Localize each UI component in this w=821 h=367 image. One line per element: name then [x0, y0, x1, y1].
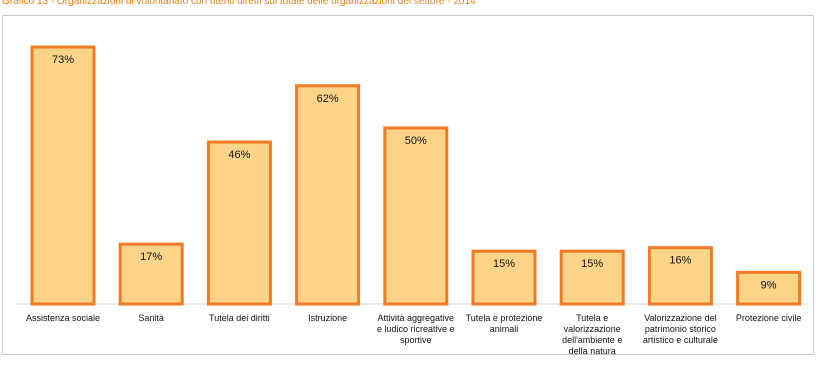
category-label: Valorizzazione del patrimonio storico arti…	[643, 313, 718, 345]
category-label-line: della natura	[569, 346, 616, 356]
category-label-line: Attività aggregative	[378, 313, 455, 323]
bar-3	[206, 140, 272, 306]
category-label-line: Assistenza sociale	[26, 313, 100, 323]
category-label-line: Valorizzazione del	[644, 313, 716, 323]
bar-2	[118, 242, 184, 306]
category-label-line: Tutela e	[576, 313, 608, 323]
category-label: Tutela dei diritti	[209, 313, 270, 323]
category-label-line: patrimonio storico	[645, 324, 716, 334]
bar-4	[295, 84, 361, 306]
category-label-line: Protezione civile	[736, 313, 802, 323]
category-label-line: artistico e culturale	[643, 335, 718, 345]
category-label-line: Sanità	[138, 313, 164, 323]
category-labels-group: Assistenza sociale Sanità Tutela dei dirit…	[26, 313, 801, 356]
bars-group	[30, 45, 802, 306]
bar-value-label: 46%	[228, 149, 250, 161]
bar-7	[559, 249, 625, 306]
category-label: Protezione civile	[736, 313, 802, 323]
bar-value-label: 62%	[317, 93, 339, 105]
category-label-line: animali	[490, 324, 519, 334]
category-label-line: valorizzazione	[564, 324, 621, 334]
value-labels-group: 73% 17% 46% 62% 50% 15% 15% 16% 9%	[52, 54, 777, 291]
category-label-line: Tutela e protezione	[466, 313, 543, 323]
category-label-line: Istruzione	[308, 313, 347, 323]
category-label: Assistenza sociale	[26, 313, 100, 323]
chart-title: Grafico 13 - Organizzazioni di volontari…	[2, 0, 476, 7]
category-label: Istruzione	[308, 313, 347, 323]
bar-value-label: 15%	[493, 258, 515, 270]
bar-6	[471, 249, 537, 306]
bar-value-label: 73%	[52, 54, 74, 66]
category-label: Sanità	[138, 313, 164, 323]
bar-1	[30, 45, 96, 306]
bar-value-label: 15%	[581, 258, 603, 270]
category-label: Tutela e protezione animali	[466, 313, 543, 334]
category-label-line: e ludico ricreative e	[377, 324, 455, 334]
category-label-line: dell'ambiente e	[562, 335, 622, 345]
bar-9	[736, 270, 802, 306]
bar-value-label: 16%	[669, 255, 691, 267]
bar-value-label: 50%	[405, 135, 427, 147]
bar-8	[647, 246, 713, 306]
bar-value-label: 9%	[761, 279, 777, 291]
category-label-line: Tutela dei diritti	[209, 313, 270, 323]
category-label-line: sportive	[400, 335, 432, 345]
category-label: Tutela e valorizzazione dell'ambiente e del…	[562, 313, 622, 356]
bar-5	[383, 126, 449, 306]
category-label: Attività aggregative e ludico ricreative …	[377, 313, 455, 345]
bar-value-label: 17%	[140, 251, 162, 263]
